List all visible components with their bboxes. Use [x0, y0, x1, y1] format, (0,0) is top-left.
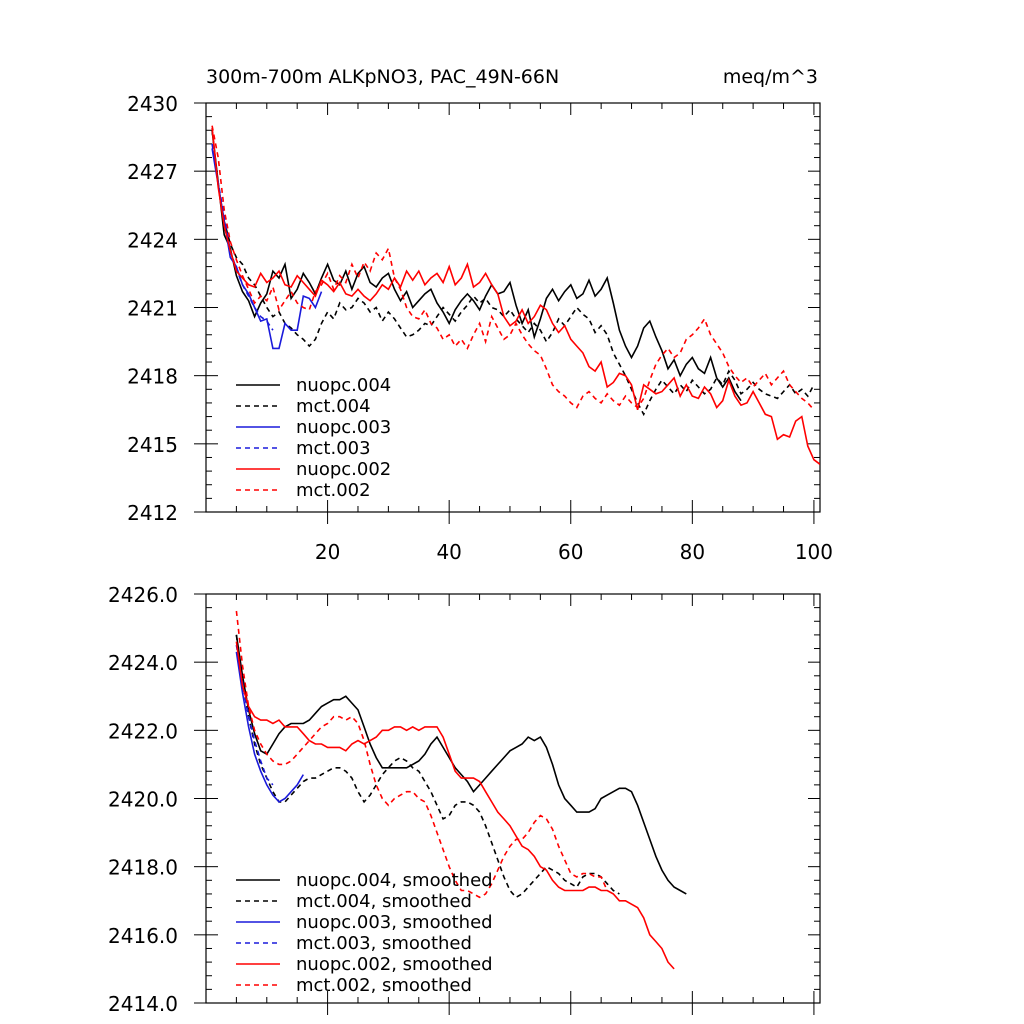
y-tick-label: 2424 [127, 228, 178, 252]
legend-label: mct.002 [296, 480, 371, 501]
y-tick-label: 2422.0 [108, 719, 178, 743]
y-tick-label: 2418 [127, 365, 178, 389]
legend-label: mct.003, smoothed [296, 933, 472, 954]
series-line-nuopc-004-smoothed [235, 634, 687, 895]
legend-label: nuopc.004, smoothed [296, 870, 493, 891]
legend-label: nuopc.003 [296, 417, 391, 438]
chart-title: 300m-700m ALKpNO3, PAC_49N-66N [206, 66, 559, 88]
y-tick-label: 2414.0 [108, 992, 178, 1016]
legend-label: mct.004, smoothed [296, 891, 472, 912]
legend-label: nuopc.002, smoothed [296, 954, 493, 975]
y-tick-label: 2418.0 [108, 856, 178, 880]
y-tick-label: 2412 [127, 501, 178, 525]
y-tick-label: 2427 [127, 160, 178, 184]
y-tick-label: 2424.0 [108, 651, 178, 675]
series-line-mct-004-smoothed [235, 634, 620, 899]
x-tick-label: 20 [315, 540, 340, 564]
legend-label: nuopc.002 [296, 459, 391, 480]
series-line-nuopc-002-smoothed [235, 641, 675, 970]
x-tick-label: 100 [795, 540, 833, 564]
series-line-mct-002-smoothed [235, 610, 608, 899]
series-line-mct-003 [211, 143, 274, 331]
x-tick-label: 80 [680, 540, 705, 564]
y-tick-label: 2416.0 [108, 924, 178, 948]
legend-label: nuopc.003, smoothed [296, 912, 493, 933]
y-tick-label: 2421 [127, 297, 178, 321]
series-line-nuopc-003-smoothed [235, 651, 304, 803]
legend-label: mct.004 [296, 396, 371, 417]
x-tick-label: 60 [558, 540, 583, 564]
y-tick-label: 2426.0 [108, 583, 178, 607]
legend-label: mct.002, smoothed [296, 975, 472, 996]
legend-label: mct.003 [296, 438, 371, 459]
bottom-chart: 2414.0 2416.0 2418.0 2420.0 2422.0 2424.0 2426… [108, 583, 821, 1016]
series-line-nuopc-003 [211, 148, 323, 350]
y-tick-label: 2415 [127, 433, 178, 457]
series-line-mct-004 [211, 130, 815, 417]
y-tick-label: 2430 [127, 92, 178, 116]
units-label: meq/m^3 [723, 66, 818, 88]
series-line-nuopc-004 [211, 130, 742, 402]
series-line-nuopc-002 [211, 127, 820, 465]
y-tick-label: 2420.0 [108, 788, 178, 812]
x-tick-label: 40 [436, 540, 461, 564]
top-chart: 2412 2415 2418 2421 2424 2427 2430 20 40 60 80 100 3… [127, 66, 833, 564]
series-line-mct-002 [211, 125, 815, 411]
legend-label: nuopc.004 [296, 375, 391, 396]
